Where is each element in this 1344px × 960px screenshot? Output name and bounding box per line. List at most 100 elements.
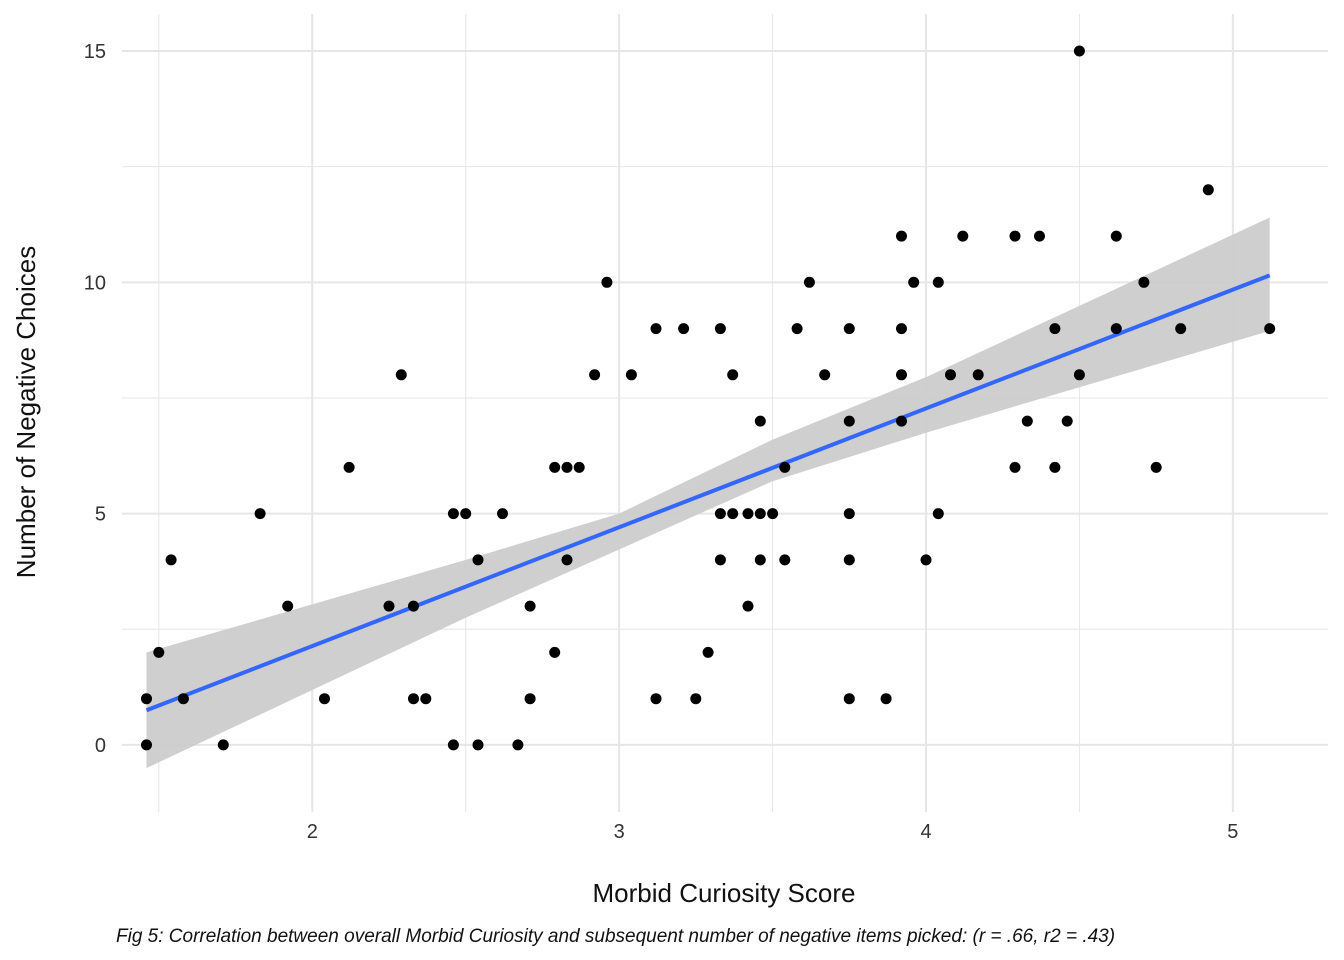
data-point <box>549 646 561 658</box>
data-point <box>1264 323 1276 335</box>
data-point <box>395 369 407 381</box>
data-point <box>217 739 229 751</box>
data-point <box>383 600 395 612</box>
data-point <box>601 276 613 288</box>
data-point <box>497 508 508 520</box>
data-point <box>1049 323 1061 335</box>
data-point <box>625 369 637 381</box>
data-point <box>678 323 690 335</box>
data-point <box>945 369 956 381</box>
data-point <box>779 461 791 473</box>
data-point <box>1175 323 1187 335</box>
data-point <box>1110 323 1122 335</box>
data-point <box>880 693 892 705</box>
data-point <box>650 323 662 335</box>
data-point <box>1034 230 1045 242</box>
data-point <box>920 554 932 566</box>
data-point <box>254 508 266 520</box>
data-point <box>1061 415 1073 427</box>
data-point <box>742 508 754 520</box>
data-point <box>714 508 726 520</box>
data-point <box>561 461 573 473</box>
x-tick-label: 5 <box>1227 821 1238 843</box>
data-point <box>165 554 177 566</box>
y-tick-label: 0 <box>95 735 106 757</box>
data-point <box>702 646 714 658</box>
regression-line <box>145 273 1271 713</box>
data-point <box>819 369 831 381</box>
data-point <box>843 508 855 520</box>
data-point <box>896 369 907 381</box>
data-point <box>319 693 330 705</box>
data-point <box>714 554 726 566</box>
data-point <box>1073 369 1085 381</box>
figure-caption: Fig 5: Correlation between overall Morbi… <box>116 926 1115 947</box>
data-point <box>472 739 484 751</box>
data-point <box>767 508 779 520</box>
data-point <box>153 646 165 658</box>
data-point <box>843 693 855 705</box>
data-point <box>727 508 739 520</box>
data-point <box>650 693 662 705</box>
data-point <box>896 323 907 335</box>
data-point <box>1021 415 1033 427</box>
data-point <box>1073 45 1085 57</box>
data-points-layer <box>141 45 1276 751</box>
data-point <box>714 323 726 335</box>
data-point <box>408 693 419 705</box>
data-point <box>1138 276 1150 288</box>
data-point <box>472 554 484 566</box>
data-point <box>727 369 739 381</box>
data-point <box>282 600 294 612</box>
data-point <box>524 693 536 705</box>
x-tick-label: 4 <box>920 821 931 843</box>
data-point <box>896 415 907 427</box>
data-point <box>408 600 419 612</box>
y-tick-label: 15 <box>84 41 106 63</box>
data-point <box>524 600 536 612</box>
data-point <box>561 554 573 566</box>
data-point <box>803 276 815 288</box>
data-point <box>343 461 355 473</box>
data-point <box>512 739 524 751</box>
data-point <box>141 693 152 705</box>
tick-labels-layer: 2 3 4 5 0 5 10 15 <box>84 41 1239 843</box>
x-axis-title: Morbid Curiosity Score <box>593 878 856 908</box>
data-point <box>908 276 920 288</box>
x-tick-label: 2 <box>307 821 318 843</box>
y-tick-label: 5 <box>95 504 106 526</box>
data-point <box>932 508 944 520</box>
data-point <box>791 323 803 335</box>
data-point <box>1202 184 1214 196</box>
data-point <box>1049 461 1061 473</box>
data-point <box>690 693 702 705</box>
data-point <box>447 739 459 751</box>
data-point <box>549 461 561 473</box>
data-point <box>754 554 766 566</box>
data-point <box>177 693 189 705</box>
fit-line-layer <box>145 273 1271 713</box>
data-point <box>460 508 472 520</box>
data-point <box>843 323 855 335</box>
x-tick-label: 3 <box>614 821 625 843</box>
data-point <box>742 600 754 612</box>
data-point <box>957 230 969 242</box>
y-axis-title: Number of Negative Choices <box>11 246 41 578</box>
data-point <box>1110 230 1122 242</box>
data-point <box>573 461 585 473</box>
y-tick-label: 10 <box>84 272 106 294</box>
data-point <box>754 508 766 520</box>
data-point <box>1009 230 1021 242</box>
data-point <box>1150 461 1162 473</box>
data-point <box>141 739 152 751</box>
data-point <box>896 230 907 242</box>
data-point <box>779 554 791 566</box>
data-point <box>420 693 432 705</box>
data-point <box>843 415 855 427</box>
data-point <box>843 554 855 566</box>
data-point <box>972 369 984 381</box>
data-point <box>589 369 601 381</box>
data-point <box>932 276 944 288</box>
